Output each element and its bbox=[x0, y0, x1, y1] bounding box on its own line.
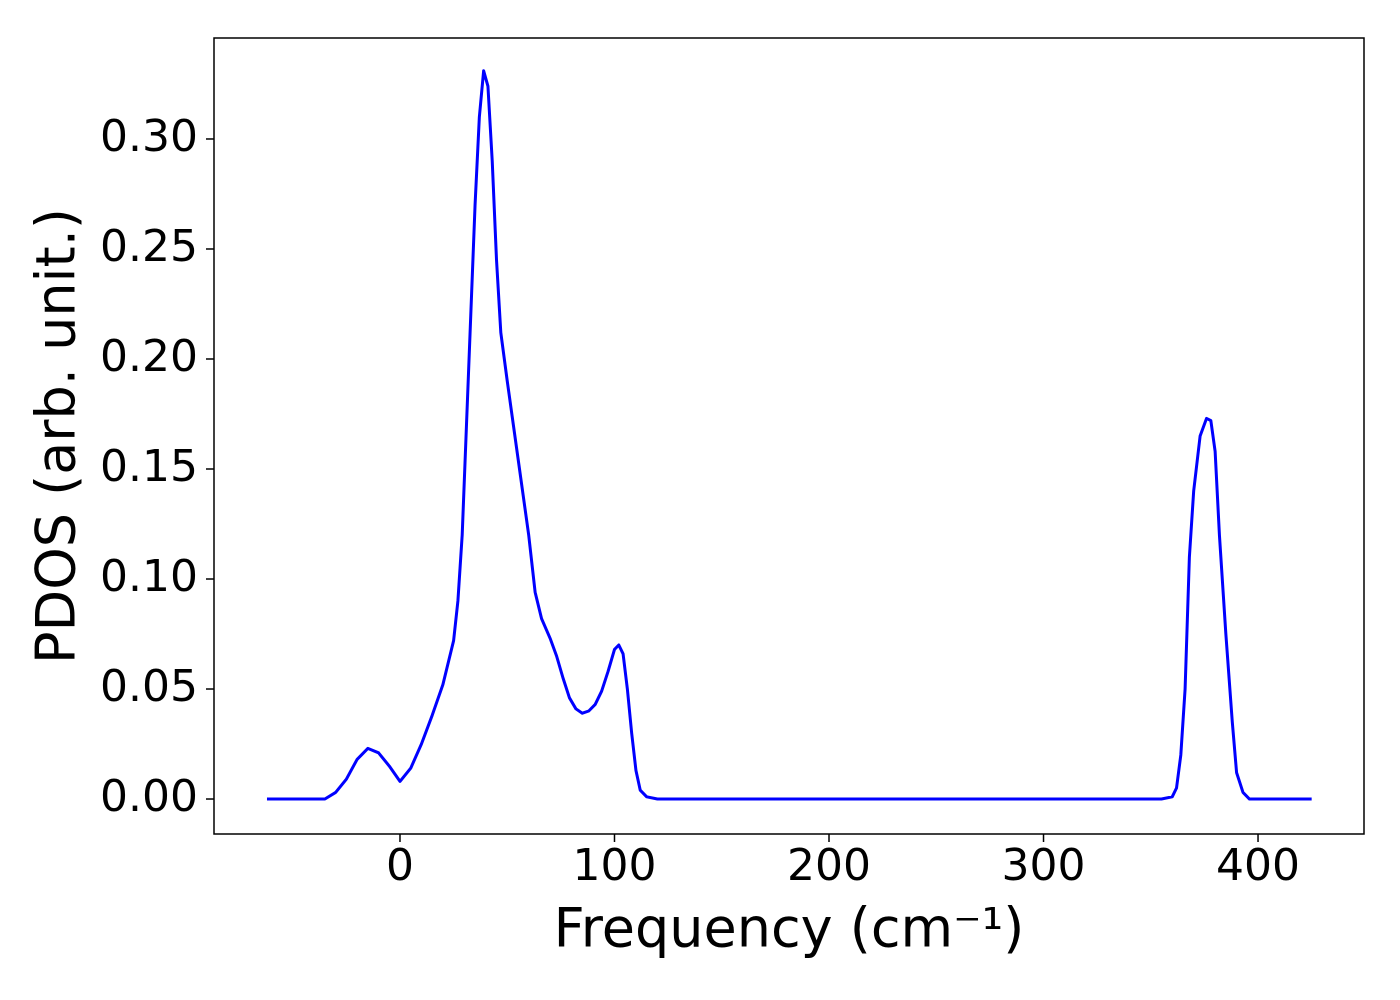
x-tick-label: 300 bbox=[1002, 840, 1086, 891]
y-tick-label: 0.00 bbox=[100, 771, 198, 822]
data-line bbox=[266, 69, 1312, 801]
x-tick-label: 100 bbox=[573, 840, 657, 891]
y-tick-label: 0.10 bbox=[100, 551, 198, 602]
y-tick-label: 0.30 bbox=[100, 111, 198, 162]
y-tick-label: 0.15 bbox=[100, 441, 198, 492]
x-tick-label: 0 bbox=[386, 840, 414, 891]
y-tick-label: 0.20 bbox=[100, 331, 198, 382]
y-tick-label: 0.05 bbox=[100, 661, 198, 712]
plot-frame bbox=[213, 37, 1365, 835]
x-tick-label: 200 bbox=[787, 840, 871, 891]
y-tick-label: 0.25 bbox=[100, 221, 198, 272]
x-axis-label: Frequency (cm⁻¹) bbox=[554, 897, 1025, 960]
x-tick-label: 400 bbox=[1216, 840, 1300, 891]
y-axis-label: PDOS (arb. unit.) bbox=[25, 208, 88, 664]
